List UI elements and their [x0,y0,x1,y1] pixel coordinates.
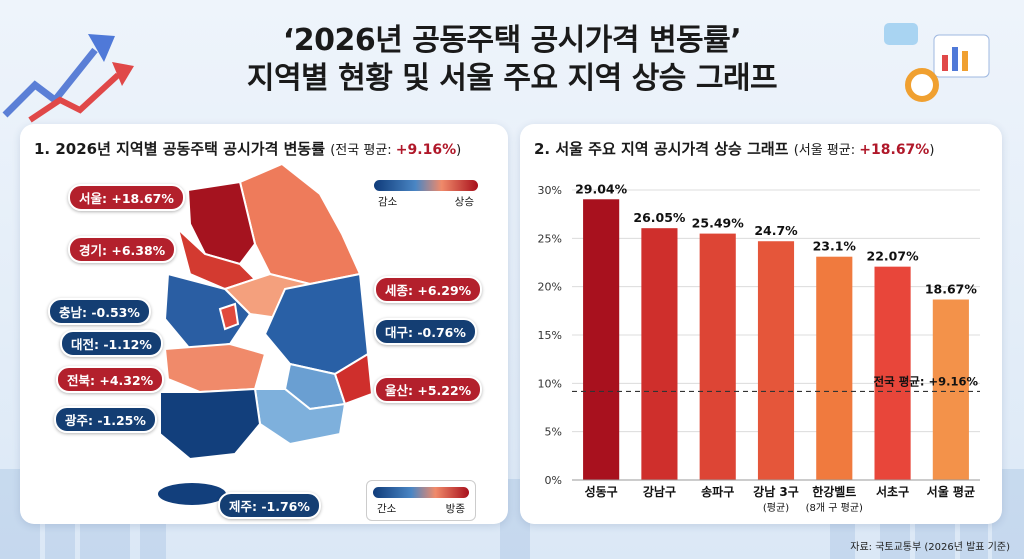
seoul-bar-chart: 0% 5% 10% 15% 20% 25% 30% 29.04% 성동구 26.05% 강남구 25.… [538,181,980,514]
seoul-chart-panel: 2. 서울 주요 지역 공시가격 상승 그래프 (서울 평균: +18.67%)… [520,124,1002,524]
national-avg-suffix: ) [456,143,462,158]
regional-map-panel: 1. 2026년 지역별 공동주택 공시가격 변동률 (전국 평균: +9.16… [20,124,508,524]
label-gwangju: 광주: -1.25% [54,406,157,433]
region-ulsan [333,352,374,406]
y-tick-label: 0% [545,474,562,487]
x-tick-label: 송파구 [701,484,734,499]
korea-map [158,162,374,505]
bar-value-label: 26.05% [633,210,686,225]
x-tick-label: 서초구 [876,484,909,499]
label-daegu: 대구: -0.76% [374,318,477,345]
title-line-1: ‘2026년 공동주택 공시가격 변동률’ [282,23,742,58]
bar [641,228,678,480]
legend-high-label: 상승 [454,196,474,208]
region-jeonnam [159,387,262,461]
title-line-2: 지역별 현황 및 서울 주요 지역 상승 그래프 [246,61,778,96]
map-panel-title: 1. 2026년 지역별 공동주택 공시가격 변동률 (전국 평균: +9.16… [34,138,461,159]
map-heading: 1. 2026년 지역별 공동주택 공시가격 변동률 [34,140,325,158]
reference-line-label: 전국 평균: +9.16% [874,374,979,388]
x-tick-sublabel: (8개 구 평균) [806,502,863,514]
label-chungnam: 충남: -0.53% [48,298,151,325]
x-tick-label: 강남 3구 [753,484,799,499]
national-avg-value: +9.16% [395,142,457,158]
legend-gradient-bar [374,180,478,191]
seoul-avg-prefix: (서울 평균: [793,143,860,158]
bar-value-label: 23.1% [813,239,857,254]
legend-low-label-2: 간소 [377,503,397,515]
y-tick-label: 25% [538,232,562,245]
label-jeonbuk: 전북: +4.32% [56,366,165,393]
chart-panel-title: 2. 서울 주요 지역 공시가격 상승 그래프 (서울 평균: +18.67%) [534,138,934,159]
label-sejong: 세종: +6.29% [374,276,483,303]
bar [699,233,736,480]
page-title: ‘2026년 공동주택 공시가격 변동률’ 지역별 현황 및 서울 주요 지역 … [0,22,1024,98]
chart-icons-decoration [884,23,990,102]
label-seoul: 서울: +18.67% [68,184,185,211]
map-legend-bottom: 간소 방종 [366,480,476,521]
legend-gradient-bar-2 [373,487,469,498]
label-gyeonggi: 경기: +6.38% [68,236,177,263]
source-note: 자료: 국토교통부 (2026년 발표 기준) [850,542,1010,553]
chart-heading: 2. 서울 주요 지역 공시가격 상승 그래프 [534,140,789,158]
x-tick-sublabel: (평균) [763,502,789,514]
bar-value-label: 18.67% [925,282,978,297]
bar [757,241,795,480]
region-gangwon [238,162,362,286]
bar [932,299,969,480]
x-tick-label: 한강벨트 [812,484,856,499]
x-tick-label: 성동구 [585,485,618,499]
map-legend-top: 감소 상승 [374,180,478,209]
y-tick-label: 10% [538,377,562,390]
national-avg-prefix: (전국 평균: [330,143,396,158]
legend-high-label-2: 방종 [445,503,465,515]
region-jeonbuk [163,342,267,394]
region-sejong [218,302,240,331]
seoul-avg-suffix: ) [929,143,935,158]
label-jeju: 제주: -1.76% [218,492,321,519]
x-tick-label: 서울 평균 [927,484,975,499]
region-gyeongnam [253,388,347,446]
legend-low-label: 감소 [378,196,398,208]
bar-value-label: 29.04% [575,181,628,196]
y-tick-label: 5% [545,426,562,439]
y-tick-label: 30% [538,184,562,197]
y-tick-label: 20% [538,281,562,294]
bar [583,199,620,480]
region-jeju [158,483,226,505]
bar [874,266,911,480]
bar-value-label: 25.49% [692,216,745,231]
bar-value-label: 24.7% [754,223,798,238]
bar-value-label: 22.07% [867,249,920,264]
bar [816,256,853,480]
seoul-avg-value: +18.67% [859,142,930,158]
x-tick-label: 강남구 [643,484,676,499]
y-tick-label: 15% [538,329,562,342]
label-ulsan: 울산: +5.22% [374,376,483,403]
label-daejeon: 대전: -1.12% [60,330,163,357]
rising-arrows-icon [2,34,134,123]
